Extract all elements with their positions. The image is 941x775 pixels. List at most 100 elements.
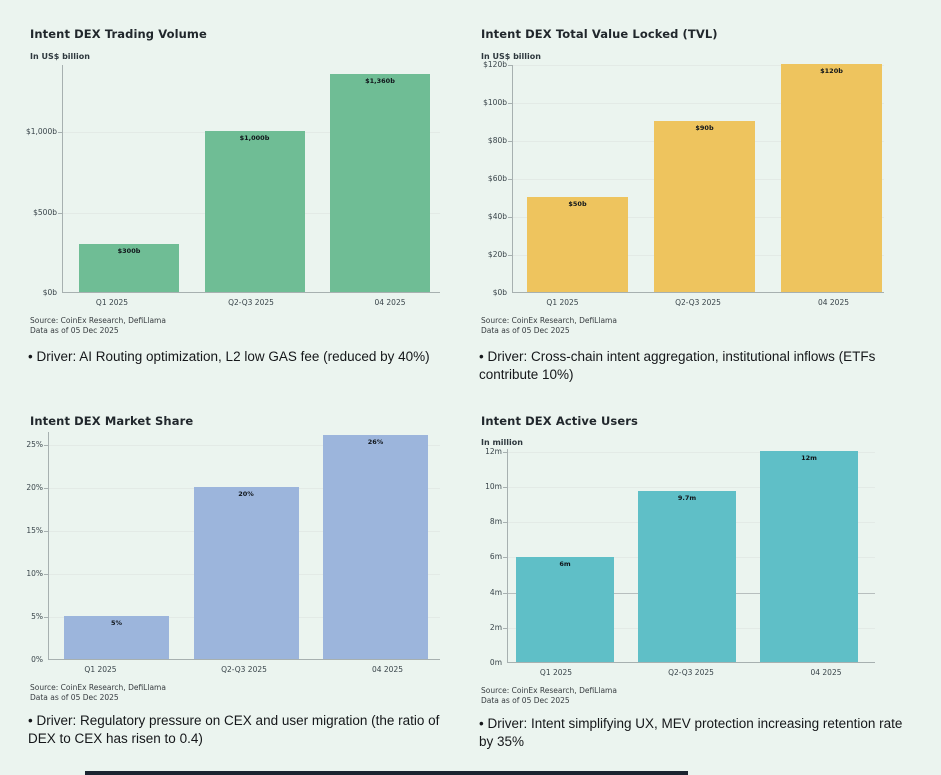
bar: 5% <box>64 615 169 659</box>
bar: $300b <box>79 243 179 292</box>
chart-title: Intent DEX Market Share <box>30 414 194 428</box>
bar: 12m <box>760 451 858 662</box>
y-tick-label: $500b <box>33 207 57 217</box>
y-tick-label: $60b <box>487 174 507 183</box>
gridline <box>508 451 875 453</box>
source-line: Data as of 05 Dec 2025 <box>481 696 570 705</box>
driver-note: • Driver: Intent simplifying UX, MEV pro… <box>479 716 903 749</box>
bar-value-label: 12m <box>801 454 817 462</box>
gridline <box>513 103 884 104</box>
gridline <box>508 487 875 489</box>
plot-row: $0b $20b $40b $60b $80b $100b $120b $50b $90b $1… <box>481 60 941 297</box>
source-line: Source: CoinEx Research, DefiLlama <box>481 686 617 695</box>
bar: 6m <box>516 556 614 662</box>
x-category-label: Q2-Q3 2025 <box>228 298 274 307</box>
y-tick-label: 6m <box>489 552 502 562</box>
tick-mark <box>508 255 512 256</box>
source-note: Source: CoinEx Research, DefiLlama Data … <box>481 686 941 706</box>
source-line: Data as of 05 Dec 2025 <box>30 693 119 702</box>
chart-title: Intent DEX Trading Volume <box>30 27 207 41</box>
x-category-label: Q1 2025 <box>546 298 579 307</box>
bar: 9.7m <box>638 491 736 662</box>
bars-group: $50b $90b $120b <box>513 64 884 292</box>
source-note: Source: CoinEx Research, DefiLlama Data … <box>30 316 470 336</box>
bottom-dark-strip <box>85 771 688 775</box>
y-axis-labels: 0m 2m 4m 6m 8m 10m 12m <box>481 447 507 667</box>
source-note: Source: CoinEx Research, DefiLlama Data … <box>481 316 941 336</box>
y-tick-label: $0b <box>42 288 57 297</box>
y-tick-label: 2m <box>489 622 502 632</box>
driver-note: • Driver: AI Routing optimization, L2 lo… <box>28 349 430 364</box>
chart-card-active-users: Intent DEX Active Users In million 0m 2m 4… <box>470 400 941 775</box>
x-category-label: Q1 2025 <box>539 668 573 677</box>
plot-area: $300b $1,000b $1,360b <box>58 65 440 293</box>
y-tick-label: 5% <box>31 611 43 621</box>
tick-mark <box>508 179 512 180</box>
source-line: Source: CoinEx Research, DefiLlama <box>30 316 166 325</box>
axis-unit-label: In million <box>481 438 523 447</box>
bar-value-label: $90b <box>695 124 714 132</box>
tick-mark <box>508 103 512 104</box>
source-note: Source: CoinEx Research, DefiLlama Data … <box>30 683 470 703</box>
x-category-label: 04 2025 <box>810 668 842 677</box>
x-axis-labels: Q1 2025 Q2-Q3 2025 04 2025 <box>48 665 440 674</box>
y-tick-label: 20% <box>26 482 43 492</box>
tick-mark <box>44 444 48 446</box>
x-axis-labels: Q1 2025 Q2-Q3 2025 04 2025 <box>62 298 440 307</box>
plot-row: $0b $500b $1,000b $300b $1,000b $1,360b <box>26 65 470 297</box>
chart-card-market-share: Intent DEX Market Share 0% 5% 10% 15% 20% 25%… <box>0 400 470 775</box>
x-category-label: Q1 2025 <box>95 298 129 307</box>
tick-mark <box>503 557 507 559</box>
tick-mark <box>508 141 512 142</box>
axis-unit-label: In US$ billion <box>30 52 90 61</box>
y-tick-label: 0m <box>489 658 502 667</box>
y-axis-labels: $0b $500b $1,000b <box>26 65 62 297</box>
bar: 20% <box>193 486 299 659</box>
bar-value-label: $50b <box>568 200 587 208</box>
x-axis-labels: Q1 2025 Q2-Q3 2025 04 2025 <box>507 668 875 677</box>
x-category-label: 04 2025 <box>817 298 849 307</box>
tick-mark <box>503 487 507 489</box>
x-category-label: Q2-Q3 2025 <box>221 665 267 674</box>
x-category-label: Q2-Q3 2025 <box>675 298 721 307</box>
tick-mark <box>44 530 48 532</box>
y-tick-label: 8m <box>489 517 502 527</box>
bar-value-label: $120b <box>820 67 843 75</box>
plot-area: $50b $90b $120b <box>508 64 884 293</box>
y-tick-label: $20b <box>487 250 507 259</box>
bars-group: 6m 9.7m 12m <box>508 451 875 662</box>
source-line: Source: CoinEx Research, DefiLlama <box>481 316 617 325</box>
bar-value-label: $1,000b <box>239 134 270 143</box>
bar-value-label: 6m <box>559 559 571 568</box>
plot-area: 6m 9.7m 12m <box>503 449 875 663</box>
bar-value-label: 20% <box>238 489 254 498</box>
bar-value-label: 5% <box>110 618 123 627</box>
y-tick-label: $100b <box>483 98 507 107</box>
bar-value-label: $1,360b <box>365 76 395 85</box>
y-tick-label: $0b <box>492 288 507 297</box>
chart-title: Intent DEX Total Value Locked (TVL) <box>481 27 718 41</box>
bar: 26% <box>323 435 428 659</box>
y-axis-labels: $0b $20b $40b $60b $80b $100b $120b <box>481 60 512 297</box>
bars-group: $300b $1,000b $1,360b <box>63 73 440 292</box>
x-category-label: Q2-Q3 2025 <box>668 668 714 677</box>
tick-mark <box>44 616 48 618</box>
tick-mark <box>503 592 507 594</box>
bar: $120b <box>781 64 882 292</box>
gridline <box>513 65 884 66</box>
tick-mark <box>503 451 507 453</box>
y-tick-label: 10m <box>485 482 502 492</box>
y-tick-label: 10% <box>26 568 43 578</box>
y-tick-label: 12m <box>485 447 502 456</box>
tick-mark <box>508 217 512 218</box>
y-tick-label: $80b <box>487 136 507 145</box>
bar-value-label: 26% <box>367 438 384 447</box>
plot-row: 0m 2m 4m 6m 8m 10m 12m 6m 9.7m 12m <box>481 447 941 667</box>
bars-group: 5% 20% 26% <box>49 435 440 659</box>
y-axis-labels: 0% 5% 10% 15% 20% 25% <box>26 432 48 664</box>
chart-card-trading-volume: Intent DEX Trading Volume In US$ billion… <box>0 0 470 400</box>
plot-area: 5% 20% 26% <box>44 432 440 660</box>
y-tick-label: 0% <box>31 655 43 664</box>
